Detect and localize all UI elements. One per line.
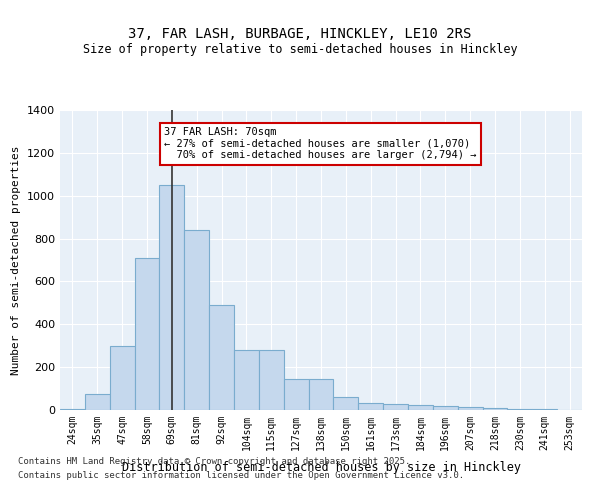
Bar [433,406,458,410]
Bar [134,258,160,410]
Bar [110,346,134,410]
Text: 37 FAR LASH: 70sqm
← 27% of semi-detached houses are smaller (1,070)
  70% of se: 37 FAR LASH: 70sqm ← 27% of semi-detache… [164,127,477,160]
Text: Size of property relative to semi-detached houses in Hinckley: Size of property relative to semi-detach… [83,42,517,56]
Y-axis label: Number of semi-detached properties: Number of semi-detached properties [11,145,22,375]
Text: 37, FAR LASH, BURBAGE, HINCKLEY, LE10 2RS: 37, FAR LASH, BURBAGE, HINCKLEY, LE10 2R… [128,28,472,42]
Bar [259,350,284,410]
Bar [458,408,482,410]
Bar [408,406,433,410]
Bar [184,230,209,410]
Bar [60,409,85,410]
Bar [334,397,358,410]
Bar [85,394,110,410]
Bar [383,404,408,410]
Bar [209,305,234,410]
Bar [358,402,383,410]
Bar [482,408,508,410]
Bar [284,379,308,410]
Bar [308,379,334,410]
Bar [234,350,259,410]
Bar [160,185,184,410]
Text: Contains HM Land Registry data © Crown copyright and database right 2025.: Contains HM Land Registry data © Crown c… [18,458,410,466]
Bar [508,409,532,410]
Text: Contains public sector information licensed under the Open Government Licence v3: Contains public sector information licen… [18,471,464,480]
X-axis label: Distribution of semi-detached houses by size in Hinckley: Distribution of semi-detached houses by … [121,461,521,474]
